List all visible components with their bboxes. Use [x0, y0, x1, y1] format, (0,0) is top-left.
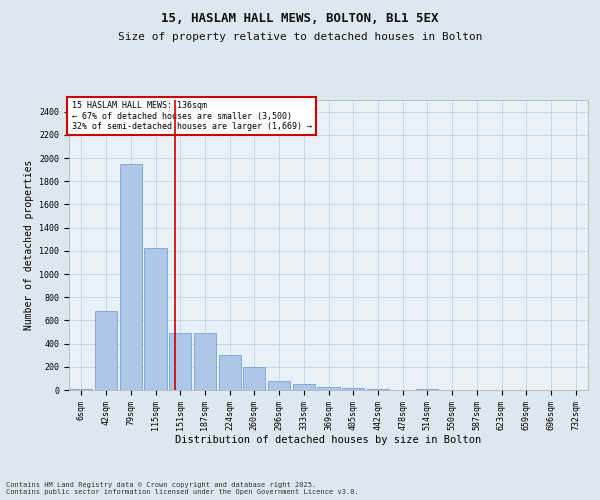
Bar — [367, 389, 389, 390]
Text: Contains HM Land Registry data © Crown copyright and database right 2025.
Contai: Contains HM Land Registry data © Crown c… — [6, 482, 359, 495]
Text: 15, HASLAM HALL MEWS, BOLTON, BL1 5EX: 15, HASLAM HALL MEWS, BOLTON, BL1 5EX — [161, 12, 439, 26]
Bar — [268, 380, 290, 390]
Bar — [293, 384, 315, 390]
Bar — [169, 333, 191, 390]
Bar — [70, 389, 92, 390]
Bar — [145, 248, 167, 390]
Y-axis label: Number of detached properties: Number of detached properties — [24, 160, 34, 330]
X-axis label: Distribution of detached houses by size in Bolton: Distribution of detached houses by size … — [175, 436, 482, 446]
Bar — [119, 164, 142, 390]
Bar — [243, 367, 265, 390]
Bar — [342, 388, 364, 390]
Text: 15 HASLAM HALL MEWS: 136sqm
← 67% of detached houses are smaller (3,500)
32% of : 15 HASLAM HALL MEWS: 136sqm ← 67% of det… — [71, 102, 311, 132]
Bar — [95, 311, 117, 390]
Bar — [317, 386, 340, 390]
Text: Size of property relative to detached houses in Bolton: Size of property relative to detached ho… — [118, 32, 482, 42]
Bar — [218, 355, 241, 390]
Bar — [194, 333, 216, 390]
